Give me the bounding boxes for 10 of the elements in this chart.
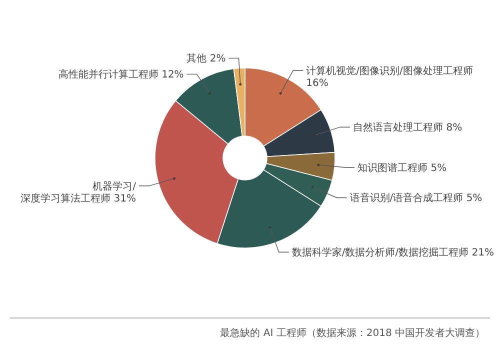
slice-label: 计算机视觉/图像识别/图像处理工程师 [306, 64, 473, 77]
slice-label: 其他 2% [186, 52, 226, 65]
slice-label: 数据科学家/数据分析师/数据挖掘工程师 21% [292, 246, 494, 259]
slice-label: 机器学习/深度学习算法工程师 31% [20, 180, 137, 204]
slice-label: 语音识别/语音合成工程师 5% [350, 192, 482, 204]
slice-label: 知识图谱工程师 5% [358, 162, 447, 174]
slice-label: 自然语言处理工程师 8% [353, 122, 462, 134]
text: 最急缺的 AI 工程师（数据来源：2018 中国开发者大调查） [220, 327, 485, 339]
data-label: 16% [306, 78, 328, 89]
slice-label: 高性能并行计算工程师 12% [58, 68, 184, 81]
